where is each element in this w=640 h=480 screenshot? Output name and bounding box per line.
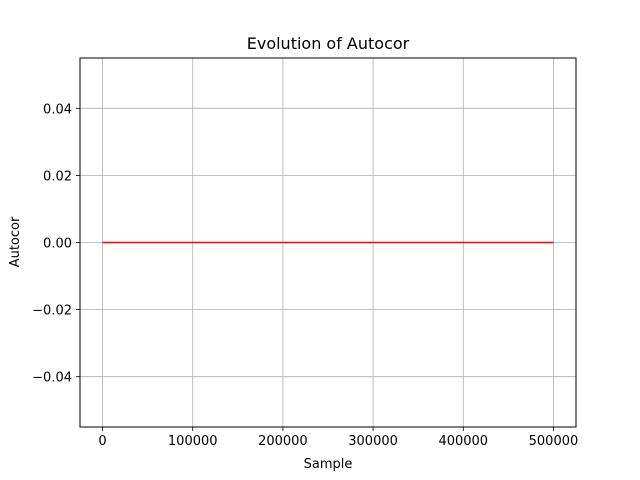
x-tick-label: 300000 <box>348 434 398 449</box>
y-tick-label: 0.02 <box>43 169 72 184</box>
y-axis-label: Autocor <box>8 216 23 267</box>
x-tick-label: 400000 <box>438 434 488 449</box>
y-tick-label: 0.00 <box>43 237 72 252</box>
x-tick-label: 0 <box>98 434 106 449</box>
x-tick-label: 500000 <box>529 434 579 449</box>
x-tick-label: 100000 <box>168 434 218 449</box>
x-axis: 0 100000 200000 300000 400000 500000 <box>98 427 578 449</box>
y-tick-label: 0.04 <box>43 102 72 117</box>
y-tick-label: −0.02 <box>32 304 72 319</box>
x-axis-label: Sample <box>304 457 353 472</box>
x-tick-label: 200000 <box>258 434 308 449</box>
y-axis: −0.04 −0.02 0.00 0.02 0.04 <box>32 102 80 386</box>
y-tick-label: −0.04 <box>32 371 72 386</box>
chart-title: Evolution of Autocor <box>247 34 410 53</box>
